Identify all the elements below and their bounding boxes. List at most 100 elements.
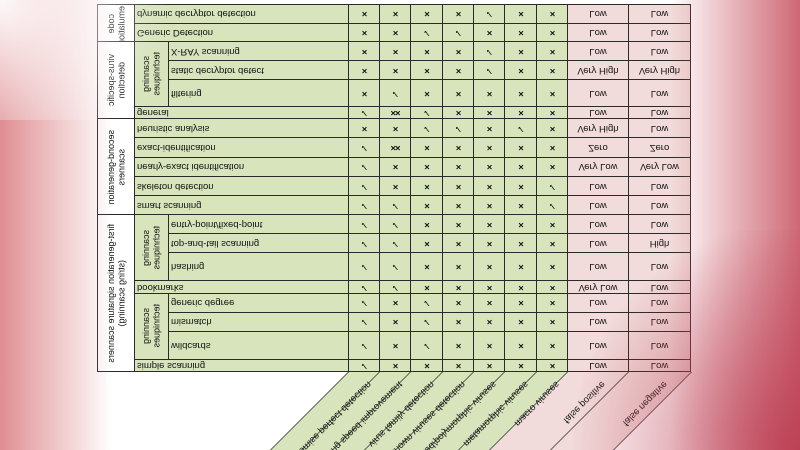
false-negative-cell: Low	[628, 252, 691, 281]
false-negative-cell: Very Low	[628, 157, 691, 177]
table-row: code emulation Generic Detection × × ✓ ✓ × × ×…	[97, 4, 691, 42]
technique-name-cell: bookmarks	[134, 280, 349, 294]
mark-cell: ×	[536, 41, 568, 61]
mark-cell: ×	[504, 60, 537, 80]
false-negative-cell: Low	[628, 23, 691, 42]
mark-cell: ×	[473, 176, 505, 196]
mark-cell: ×	[410, 233, 443, 253]
false-positive-cell: Low	[567, 331, 629, 360]
mark-cell: ×	[410, 195, 443, 215]
mark-cell: ×	[379, 23, 411, 42]
false-positive-cell: Low	[567, 293, 629, 313]
technique-name-cell: top-and-tail scanning	[168, 233, 349, 253]
technique-name-cell: Generic Detection	[134, 23, 349, 42]
false-positive-cell: Low	[567, 312, 629, 332]
mark-cell: ×	[473, 118, 505, 138]
mark-cell: ×	[473, 106, 505, 119]
mark-cell: ×	[473, 312, 505, 332]
table-row: virus-specific detection general ✓ ×× ✓ × × ×…	[97, 41, 691, 119]
technique-name-cell: wildcards	[168, 331, 349, 360]
mark-cell: ✓	[410, 312, 443, 332]
false-negative-cell: Low	[628, 359, 691, 372]
mark-cell: ×	[504, 106, 537, 119]
false-positive-cell: Low	[567, 252, 629, 281]
false-negative-cell: Zero	[628, 137, 691, 158]
mark-cell: ×	[473, 233, 505, 253]
mark-cell: ×	[410, 176, 443, 196]
technique-name-cell: generic degree	[168, 293, 349, 313]
mark-cell: ×	[379, 118, 411, 138]
false-positive-cell: Very High	[567, 118, 629, 138]
mark-cell: ×	[442, 312, 474, 332]
false-positive-cell: Low	[567, 176, 629, 196]
false-negative-cell: Low	[628, 106, 691, 119]
mark-cell: ×	[410, 60, 443, 80]
table-row: scanning techniques hashing ✓ ✓ × × × × × Low L…	[98, 214, 691, 281]
mark-cell: ✓	[348, 252, 380, 281]
mark-cell: ×	[504, 79, 537, 107]
mark-cell: ×	[473, 252, 505, 281]
mark-cell: ✓	[410, 293, 443, 313]
table-row: nearly-exact identification ✓ × × × × × × Very…	[98, 157, 691, 177]
mark-cell: ×	[442, 60, 474, 80]
false-negative-cell: Low	[628, 41, 691, 61]
mark-cell: ✓	[379, 214, 411, 234]
technique-name-cell: entry-point/fixed-point	[168, 214, 349, 234]
group-label: first-generation signature scanners (str…	[105, 223, 127, 363]
mark-cell: ✓	[348, 280, 380, 294]
mark-cell: ✓	[410, 118, 443, 138]
mark-cell: ×	[536, 79, 568, 107]
group-label: second-generation scanners	[105, 129, 127, 205]
false-negative-cell: Low	[628, 280, 691, 294]
mark-cell: ×	[442, 252, 474, 281]
mark-cell: ×	[348, 41, 380, 61]
mark-cell: ×	[504, 233, 537, 253]
table-row: entry-point/fixed-point ✓ ✓ × × × × × Low Low	[98, 214, 691, 234]
mark-cell: ✓	[348, 157, 380, 177]
false-positive-cell: Low	[567, 233, 629, 253]
technique-name-cell: nearly-exact identification	[134, 157, 349, 177]
mark-cell: ×	[348, 79, 380, 107]
mark-cell: ×	[473, 23, 505, 42]
table-row: exact-identification ✓ ×× × × × × × Zero Zero	[98, 137, 691, 158]
technique-name-cell: heuristic analysis	[134, 118, 349, 138]
table-row: mismatch ✓ × ✓ × × × × Low Low	[98, 312, 691, 332]
mark-cell: ×	[442, 176, 474, 196]
mark-cell: ✓	[473, 4, 505, 24]
mark-cell: ×	[504, 252, 537, 281]
mark-cell: ✓	[442, 118, 474, 138]
technique-name-cell: smart scanning	[134, 195, 349, 215]
mark-cell: ✓	[473, 41, 505, 61]
mark-cell: ×	[379, 4, 411, 24]
mark-cell: ×	[348, 23, 380, 42]
false-positive-cell: Low	[567, 41, 629, 61]
mark-cell: ×	[473, 157, 505, 177]
mark-cell: ✓	[348, 214, 380, 234]
table-row: bookmarks ✓ ✓ × × × × × Very Low Low	[98, 280, 691, 294]
group-label-cell: second-generation scanners	[97, 118, 135, 215]
mark-cell: ×	[410, 252, 443, 281]
mark-cell: ×	[504, 23, 537, 42]
subgroup-label-cell: scanning techniques	[134, 293, 169, 360]
false-positive-cell: Low	[567, 79, 629, 107]
mark-cell: ×	[348, 118, 380, 138]
mark-cell: ×	[442, 41, 474, 61]
technique-name-cell: filtering	[168, 79, 349, 107]
false-positive-cell: Low	[567, 214, 629, 234]
technique-name-cell: mismatch	[168, 312, 349, 332]
false-positive-cell: Low	[567, 359, 629, 372]
mark-cell: ✓	[348, 176, 380, 196]
mark-cell: ×	[410, 359, 443, 372]
mark-cell: ×	[536, 23, 568, 42]
mark-cell: ×	[410, 137, 443, 158]
techniques-comparison-table: first-generation signature scanners (str…	[97, 4, 691, 372]
mark-cell: ×	[348, 60, 380, 80]
mark-cell: ×	[442, 157, 474, 177]
table-row: second-generation scanners smart scannin…	[97, 118, 691, 215]
mark-cell: ×	[442, 293, 474, 313]
mark-cell: ×	[536, 157, 568, 177]
mark-cell: ✓	[536, 195, 568, 215]
mark-cell: ×	[536, 233, 568, 253]
